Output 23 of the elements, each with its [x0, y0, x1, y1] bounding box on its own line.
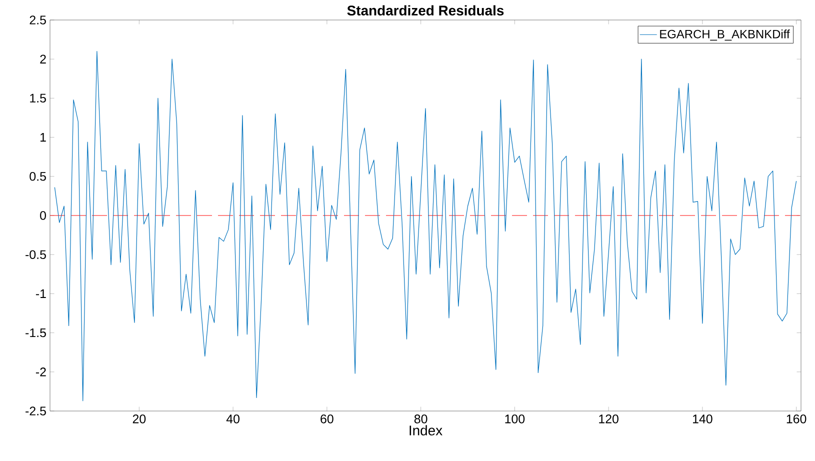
x-tick-label: 160 — [786, 414, 806, 424]
x-tick-label: 60 — [320, 414, 334, 424]
y-tick-label: -1.5 — [26, 328, 46, 338]
y-tick-label: 1.5 — [30, 94, 46, 103]
x-axis-title: Index — [410, 425, 442, 436]
x-tick-label: 100 — [505, 414, 525, 424]
x-tick-label: 80 — [414, 414, 428, 424]
y-tick-label: -1 — [36, 289, 46, 298]
y-tick-label: 1 — [40, 133, 46, 142]
line-series — [54, 50, 797, 402]
y-tick-label: 0 — [40, 211, 46, 220]
y-tick-label: -2 — [36, 368, 46, 376]
y-tick-label: -2.5 — [26, 406, 46, 416]
x-tick-label: 140 — [693, 414, 712, 424]
x-tick-label: 40 — [226, 414, 240, 424]
y-tick-label: 2.5 — [30, 16, 46, 24]
legend-label: EGARCH_B_AKBNKDiff — [660, 30, 790, 41]
y-tick-label: -0.5 — [26, 250, 46, 260]
chart-title: Standardized Residuals — [347, 5, 504, 16]
y-tick-label: 0.5 — [30, 172, 46, 181]
y-tick-label: 2 — [40, 54, 46, 64]
x-tick-label: 20 — [132, 414, 146, 424]
x-tick-label: 120 — [599, 414, 618, 424]
